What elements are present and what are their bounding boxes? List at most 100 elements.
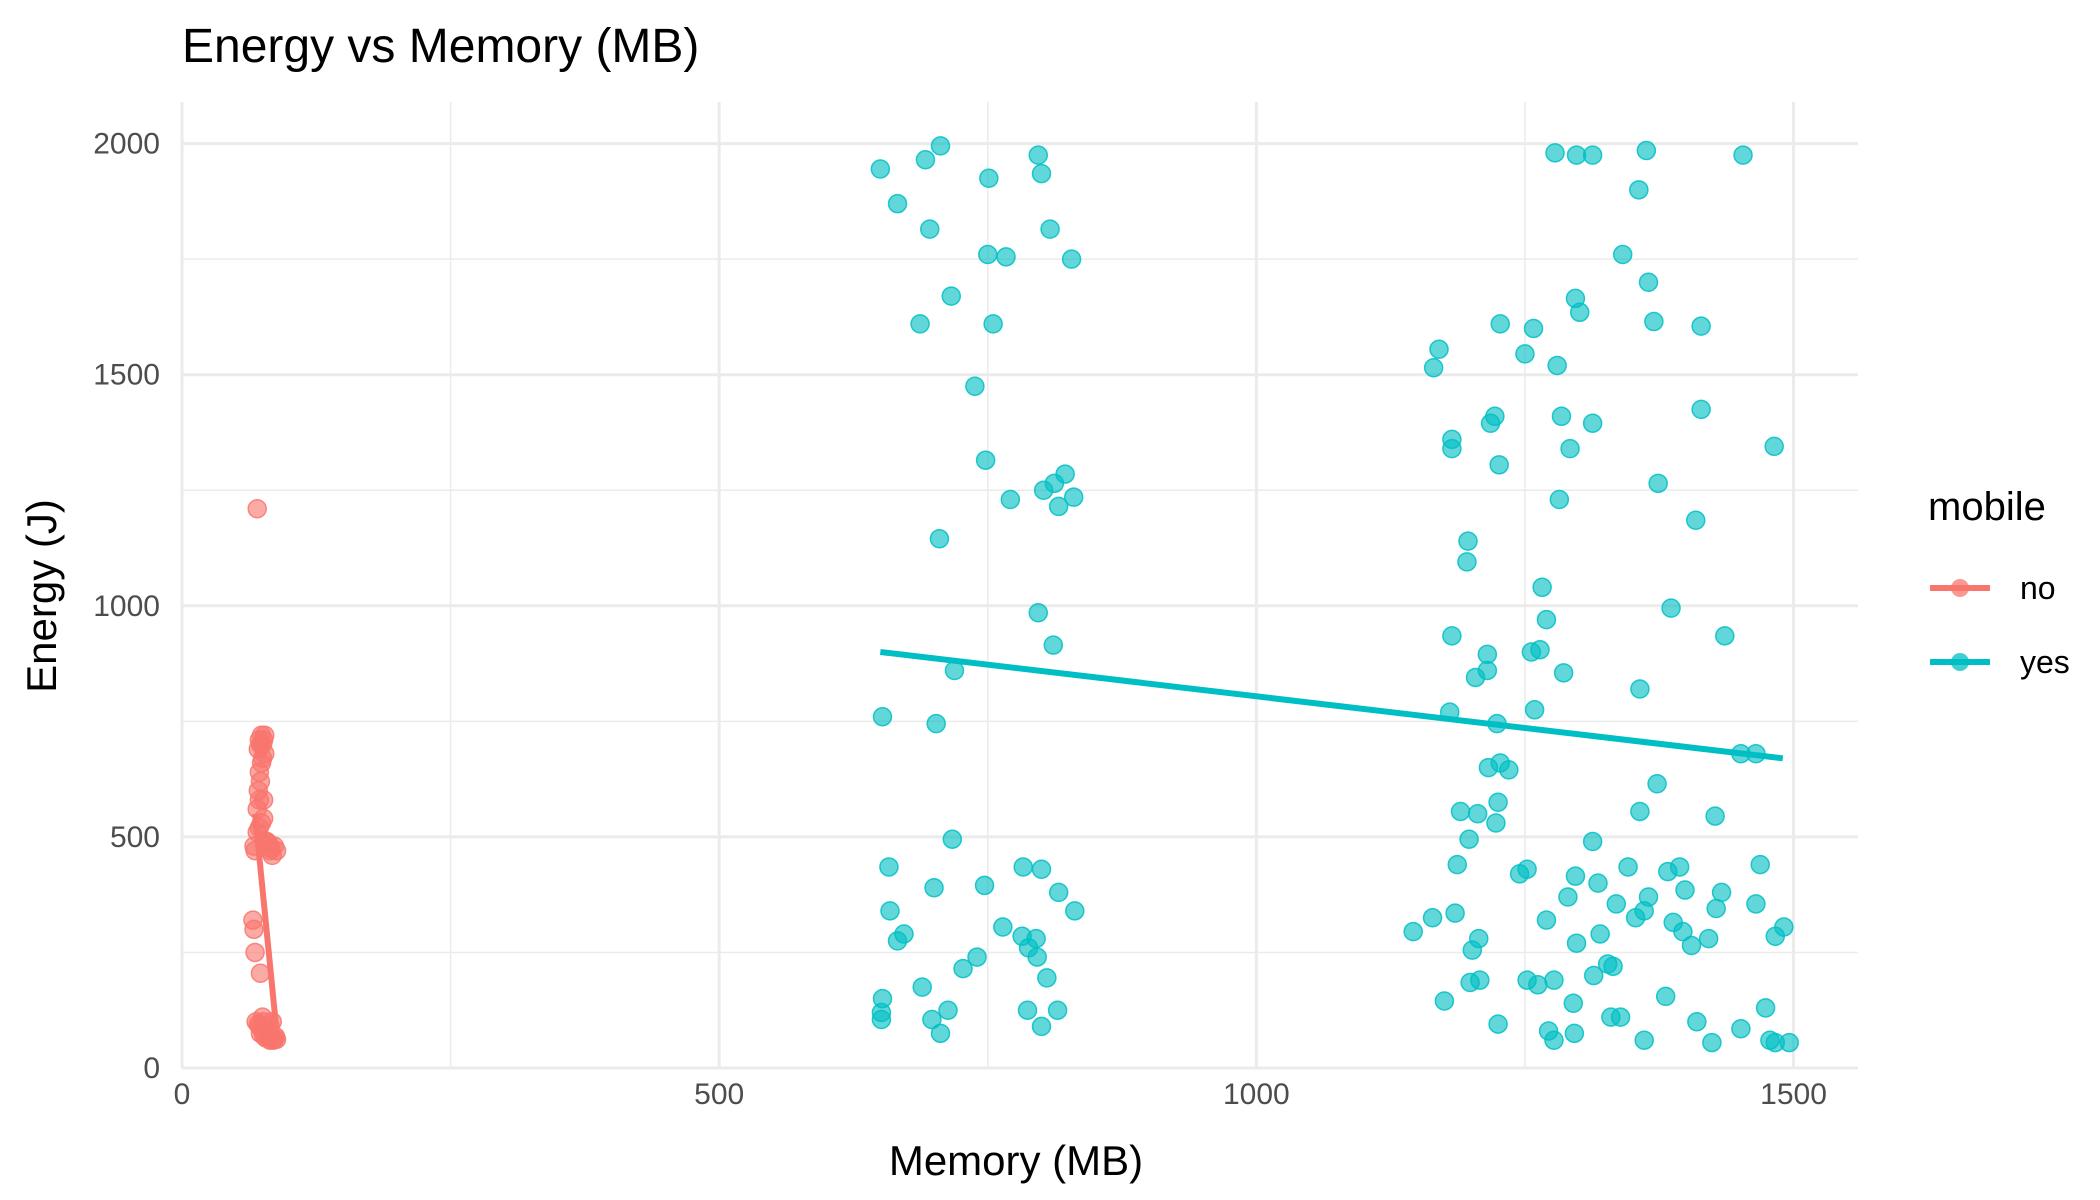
data-point-no	[244, 919, 264, 940]
data-point-yes	[1588, 873, 1608, 893]
data-point-yes	[1706, 898, 1726, 919]
x-tick-label: 0	[174, 1078, 191, 1111]
data-point-yes	[1048, 882, 1069, 903]
data-point-yes	[1486, 813, 1506, 833]
data-point-yes	[1681, 935, 1702, 956]
data-point-yes	[1422, 908, 1443, 928]
data-point-yes	[1027, 947, 1047, 967]
data-point-yes	[1565, 866, 1586, 886]
data-point-yes	[967, 947, 987, 967]
x-tick-label: 1000	[1223, 1078, 1290, 1111]
y-tick-label: 1000	[93, 590, 160, 623]
data-point-yes	[1536, 609, 1557, 630]
grid-lines	[180, 102, 1858, 1070]
data-point-yes	[1705, 806, 1725, 826]
data-point-yes	[1691, 316, 1711, 336]
data-point-yes	[1686, 510, 1706, 531]
data-point-yes	[1048, 496, 1069, 517]
data-point-yes	[1047, 1000, 1068, 1020]
data-point-yes	[929, 529, 950, 549]
data-point-yes	[1582, 413, 1603, 433]
data-point-yes	[953, 958, 973, 979]
data-point-yes	[1779, 1032, 1799, 1053]
data-point-yes	[1564, 1023, 1585, 1044]
y-axis-ticks: 0 500 1000 1500 2000	[93, 128, 160, 1085]
data-point-yes	[1434, 991, 1455, 1011]
data-point-yes	[1731, 1018, 1751, 1039]
data-point-yes	[926, 713, 946, 734]
data-point-yes	[1467, 804, 1488, 824]
data-point-yes	[1746, 894, 1766, 914]
legend-label: yes	[2020, 644, 2070, 680]
data-point-yes	[1489, 455, 1509, 475]
data-point-yes	[1523, 318, 1544, 339]
data-point-no	[261, 838, 281, 859]
x-axis-title: Memory (MB)	[889, 1137, 1143, 1184]
data-point-yes	[1764, 436, 1784, 457]
data-point-yes	[938, 1000, 958, 1020]
data-point-yes	[1447, 854, 1468, 875]
data-point-yes	[1582, 145, 1603, 165]
data-point-yes	[1530, 639, 1550, 660]
data-point-yes	[1634, 1030, 1654, 1051]
data-point-yes	[965, 376, 985, 397]
data-point-yes	[975, 450, 996, 470]
data-point-yes	[1661, 598, 1681, 618]
data-point-yes	[1450, 801, 1471, 822]
data-point-yes	[1477, 644, 1498, 665]
data-point-yes	[1538, 1021, 1559, 1041]
data-point-yes	[1524, 700, 1545, 720]
data-points	[243, 136, 1799, 1053]
data-point-yes	[924, 877, 944, 898]
legend-label: no	[2020, 570, 2056, 606]
data-point-yes	[1638, 887, 1659, 907]
data-point-yes	[1648, 473, 1668, 494]
data-point-yes	[872, 706, 893, 727]
data-point-yes	[1490, 314, 1510, 334]
y-tick-label: 0	[143, 1052, 160, 1085]
data-point-yes	[1423, 358, 1444, 378]
data-point-yes	[1442, 438, 1462, 459]
legend: mobile no yes	[1928, 485, 2070, 680]
y-tick-label: 1500	[93, 359, 160, 392]
data-point-yes	[1644, 311, 1664, 332]
data-point-yes	[1459, 829, 1479, 849]
data-point-yes	[871, 1009, 892, 1030]
data-point-yes	[1610, 1007, 1631, 1027]
data-point-yes	[1774, 917, 1794, 937]
legend-item-no: no	[1930, 570, 2056, 606]
data-point-yes	[1065, 901, 1085, 921]
data-point-yes	[870, 159, 891, 179]
data-point-yes	[1590, 924, 1610, 944]
data-point-yes	[978, 244, 998, 265]
data-point-yes	[1480, 413, 1501, 433]
data-point-yes	[1673, 921, 1693, 942]
data-point-no	[247, 498, 267, 519]
y-axis-title: Energy (J)	[18, 499, 65, 693]
data-point-no	[249, 730, 270, 750]
x-axis-ticks: 0 500 1000 1500	[174, 1078, 1827, 1111]
data-point-yes	[1638, 272, 1659, 293]
data-point-yes	[880, 901, 900, 921]
data-point-yes	[993, 917, 1013, 937]
data-point-yes	[1698, 928, 1719, 949]
data-point-yes	[1037, 968, 1057, 988]
data-point-yes	[1462, 940, 1483, 960]
data-point-yes	[942, 829, 963, 849]
data-point-yes	[1055, 464, 1075, 484]
data-point-yes	[920, 219, 940, 239]
legend-title: mobile	[1928, 485, 2046, 529]
data-point-yes	[1675, 880, 1695, 900]
data-point-yes	[1636, 140, 1657, 161]
data-point-yes	[1691, 399, 1711, 420]
data-point-yes	[930, 1023, 951, 1044]
data-point-yes	[1551, 406, 1572, 427]
data-point-yes	[1582, 831, 1603, 852]
data-point-yes	[1553, 663, 1574, 683]
data-point-yes	[1033, 480, 1054, 500]
trend-lines	[252, 649, 1784, 1032]
data-point-yes	[1618, 857, 1638, 877]
data-point-yes	[1442, 626, 1462, 646]
data-point-yes	[1445, 903, 1465, 923]
